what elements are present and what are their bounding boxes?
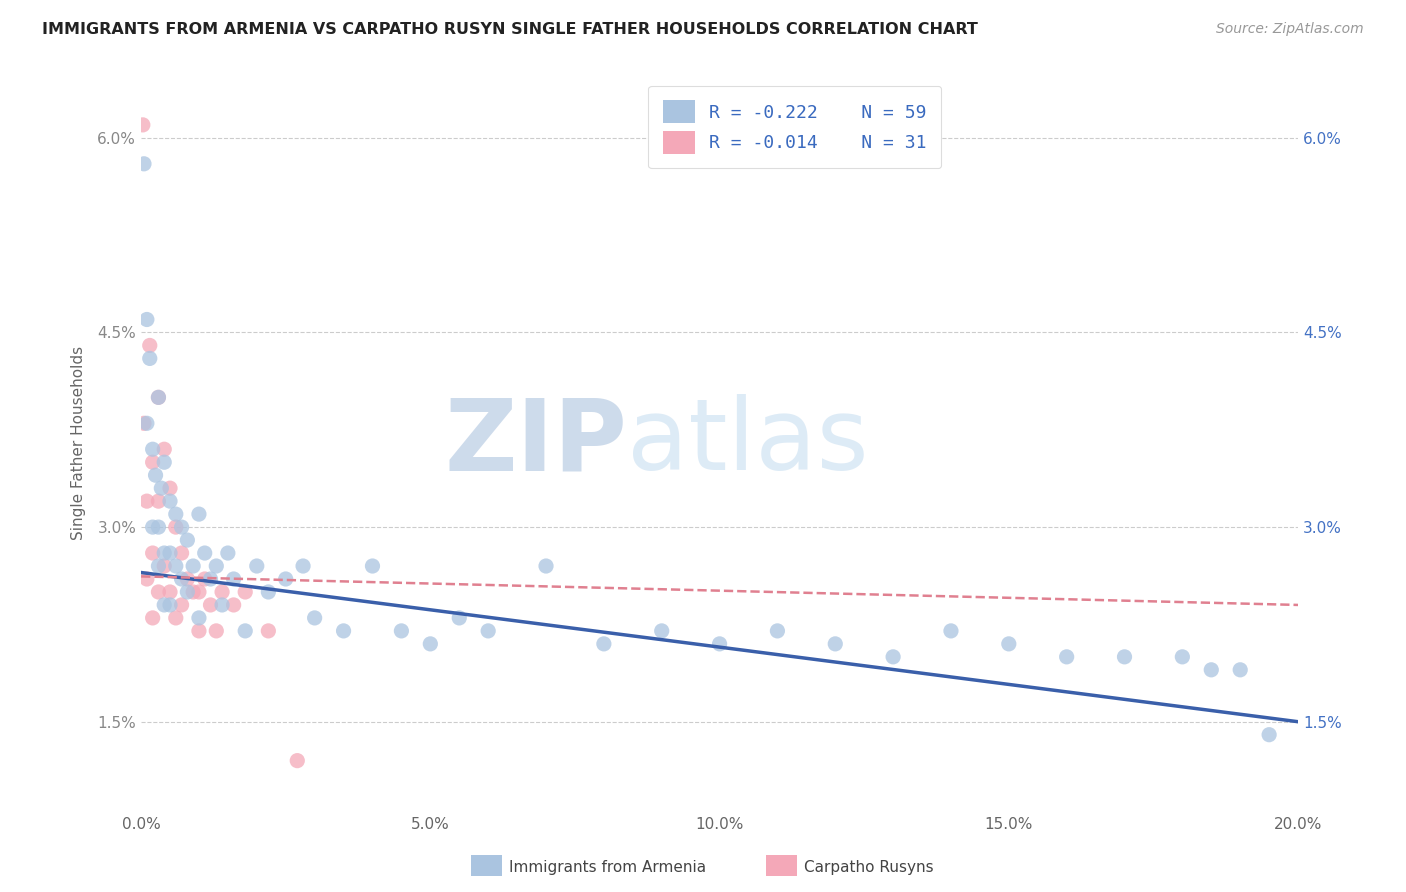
Point — [142, 546, 165, 560]
Point — [135, 572, 157, 586]
Point — [205, 559, 228, 574]
Point — [222, 598, 245, 612]
Point — [142, 520, 165, 534]
Point — [217, 546, 239, 560]
Point — [181, 585, 204, 599]
Point — [170, 572, 193, 586]
Point — [187, 611, 209, 625]
Point — [257, 585, 280, 599]
Point — [153, 442, 176, 457]
Point — [170, 598, 193, 612]
Point — [132, 157, 155, 171]
Point — [176, 585, 198, 599]
Point — [477, 624, 499, 638]
Point — [194, 546, 217, 560]
Point — [1171, 649, 1194, 664]
Point — [222, 572, 245, 586]
Text: Carpatho Rusyns: Carpatho Rusyns — [804, 860, 934, 874]
Legend: R = -0.222    N = 59, R = -0.014    N = 31: R = -0.222 N = 59, R = -0.014 N = 31 — [648, 86, 942, 169]
Point — [148, 494, 170, 508]
Point — [304, 611, 326, 625]
Point — [1114, 649, 1136, 664]
Text: ZIP: ZIP — [444, 394, 627, 491]
Point — [939, 624, 962, 638]
Point — [998, 637, 1021, 651]
Point — [145, 468, 167, 483]
Point — [274, 572, 297, 586]
Point — [165, 507, 187, 521]
Point — [135, 494, 157, 508]
Point — [170, 520, 193, 534]
Point — [211, 598, 233, 612]
Point — [165, 559, 187, 574]
Point — [176, 533, 198, 547]
Point — [361, 559, 384, 574]
Point — [135, 312, 157, 326]
Y-axis label: Single Father Households: Single Father Households — [72, 346, 86, 540]
Text: atlas: atlas — [627, 394, 869, 491]
Point — [153, 598, 176, 612]
Point — [194, 572, 217, 586]
Point — [187, 585, 209, 599]
Point — [1258, 728, 1281, 742]
Point — [285, 754, 308, 768]
Point — [153, 546, 176, 560]
Point — [139, 338, 162, 352]
Point — [766, 624, 789, 638]
Point — [139, 351, 162, 366]
Point — [651, 624, 673, 638]
Point — [159, 546, 181, 560]
Point — [205, 624, 228, 638]
Point — [211, 585, 233, 599]
Point — [332, 624, 354, 638]
Point — [882, 649, 904, 664]
Point — [159, 494, 181, 508]
Point — [153, 559, 176, 574]
Point — [187, 507, 209, 521]
Point — [419, 637, 441, 651]
Point — [142, 442, 165, 457]
Point — [176, 572, 198, 586]
Point — [132, 118, 155, 132]
Point — [150, 481, 173, 495]
Point — [246, 559, 269, 574]
Point — [200, 572, 222, 586]
Point — [389, 624, 412, 638]
Point — [257, 624, 280, 638]
Point — [1056, 649, 1078, 664]
Point — [449, 611, 471, 625]
Point — [824, 637, 846, 651]
Text: Source: ZipAtlas.com: Source: ZipAtlas.com — [1216, 22, 1364, 37]
Point — [1229, 663, 1251, 677]
Text: IMMIGRANTS FROM ARMENIA VS CARPATHO RUSYN SINGLE FATHER HOUSEHOLDS CORRELATION C: IMMIGRANTS FROM ARMENIA VS CARPATHO RUSY… — [42, 22, 979, 37]
Point — [148, 559, 170, 574]
Point — [148, 585, 170, 599]
Point — [159, 481, 181, 495]
Point — [1201, 663, 1223, 677]
Point — [148, 520, 170, 534]
Point — [148, 390, 170, 404]
Point — [233, 624, 256, 638]
Point — [200, 598, 222, 612]
Point — [233, 585, 256, 599]
Point — [159, 598, 181, 612]
Point — [181, 559, 204, 574]
Point — [142, 611, 165, 625]
Point — [165, 520, 187, 534]
Point — [187, 624, 209, 638]
Point — [592, 637, 614, 651]
Point — [132, 417, 155, 431]
Point — [165, 611, 187, 625]
Point — [170, 546, 193, 560]
Point — [148, 390, 170, 404]
Point — [534, 559, 557, 574]
Text: Immigrants from Armenia: Immigrants from Armenia — [509, 860, 706, 874]
Point — [142, 455, 165, 469]
Point — [153, 455, 176, 469]
Point — [135, 417, 157, 431]
Point — [709, 637, 731, 651]
Point — [159, 585, 181, 599]
Point — [292, 559, 315, 574]
